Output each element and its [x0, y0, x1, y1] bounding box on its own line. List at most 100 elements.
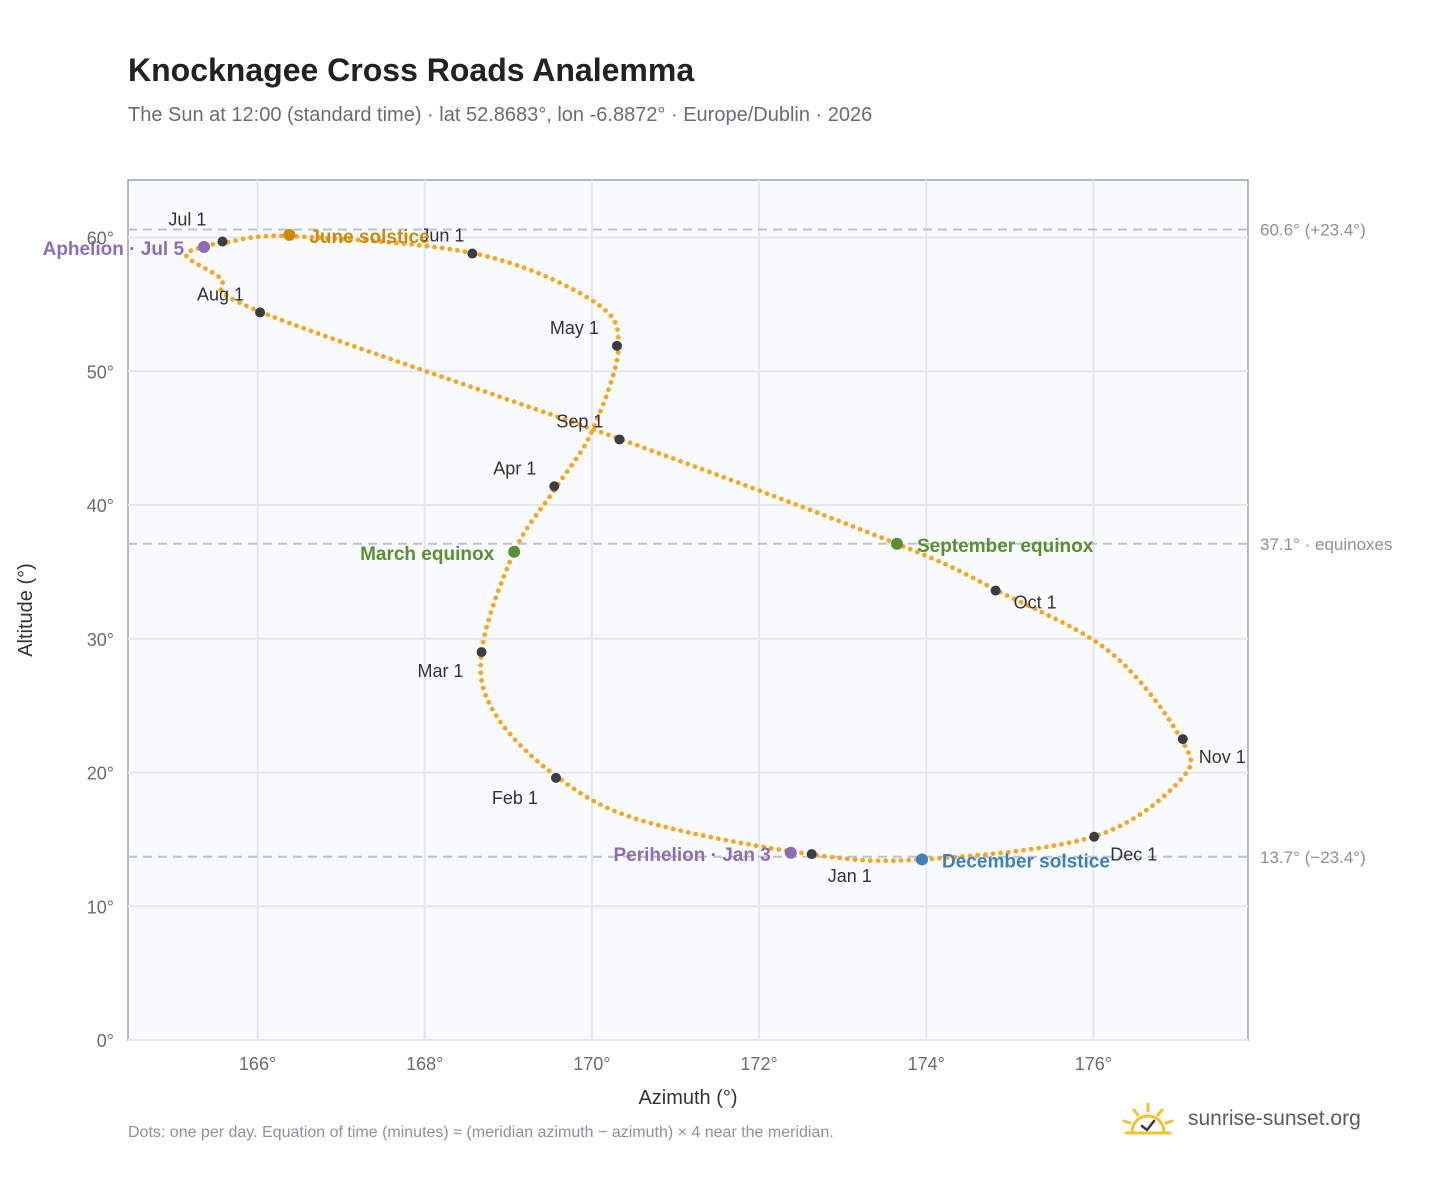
- daily-dot: [952, 854, 958, 860]
- month-marker-label: Jan 1: [828, 866, 872, 886]
- daily-dot: [344, 341, 350, 347]
- daily-dot: [378, 239, 384, 245]
- daily-dot: [619, 811, 625, 817]
- daily-dot: [498, 581, 504, 586]
- daily-dot: [699, 466, 705, 472]
- daily-dot: [603, 307, 608, 313]
- daily-dot: [492, 256, 498, 261]
- daily-dot: [641, 818, 646, 824]
- month-marker: [611, 340, 622, 351]
- daily-dot: [1046, 613, 1052, 618]
- x-tick-label: 176°: [1075, 1054, 1112, 1074]
- daily-dot: [523, 748, 529, 754]
- daily-dot: [1167, 788, 1173, 794]
- daily-dot: [970, 575, 976, 581]
- daily-dot: [959, 854, 965, 859]
- daily-dot: [347, 236, 353, 242]
- daily-dot: [255, 234, 261, 240]
- daily-dot: [592, 423, 597, 428]
- daily-dot: [495, 588, 501, 594]
- daily-dot: [521, 265, 527, 271]
- event-marker-label: March equinox: [360, 544, 495, 565]
- daily-dot: [1157, 704, 1163, 710]
- month-marker-label: Jun 1: [420, 226, 464, 246]
- brand-name[interactable]: sunrise-sunset.org: [1188, 1107, 1361, 1130]
- daily-dot: [560, 475, 566, 481]
- daily-dot: [867, 858, 873, 863]
- daily-dot: [626, 813, 632, 819]
- daily-dot: [1059, 841, 1064, 847]
- month-marker: [217, 236, 228, 247]
- daily-dot: [480, 685, 486, 691]
- daily-dot: [480, 639, 486, 645]
- daily-dot: [478, 670, 484, 676]
- daily-dot: [692, 464, 698, 469]
- daily-dot: [1183, 771, 1189, 777]
- daily-dot: [518, 401, 524, 407]
- daily-dot: [278, 233, 284, 239]
- month-marker: [255, 307, 266, 318]
- daily-dot: [577, 422, 582, 427]
- daily-dot: [778, 496, 784, 502]
- daily-dot: [584, 424, 590, 430]
- daily-dot: [439, 374, 444, 380]
- daily-dot: [498, 719, 503, 725]
- event-marker: [916, 853, 929, 866]
- daily-dot: [883, 858, 889, 864]
- daily-dot: [482, 389, 488, 395]
- daily-dot: [542, 500, 548, 506]
- daily-dot: [1178, 777, 1184, 783]
- reference-line-label: 60.6° (+23.4°): [1260, 220, 1366, 239]
- daily-dot: [569, 462, 575, 468]
- month-marker-label: Jul 1: [168, 210, 206, 230]
- x-tick-label: 170°: [573, 1054, 610, 1074]
- daily-dot: [504, 566, 510, 572]
- daily-dot: [460, 381, 466, 387]
- daily-dot: [485, 254, 490, 259]
- daily-dot: [1103, 829, 1109, 835]
- brand[interactable]: sunrise-sunset.org: [1120, 1102, 1361, 1136]
- daily-dot: [386, 239, 392, 245]
- daily-dot: [879, 535, 885, 541]
- daily-dot: [1182, 743, 1188, 749]
- daily-dot: [715, 836, 721, 842]
- daily-dot: [1073, 627, 1079, 633]
- daily-dot: [507, 260, 513, 266]
- daily-dot: [670, 456, 676, 461]
- daily-dot: [1099, 643, 1105, 649]
- daily-dot: [570, 287, 576, 292]
- daily-dot: [616, 334, 621, 340]
- month-marker-label: Dec 1: [1110, 845, 1157, 865]
- daily-dot: [608, 313, 614, 319]
- month-marker-label: Aug 1: [197, 284, 244, 304]
- daily-dot: [518, 743, 523, 748]
- daily-dot: [237, 300, 242, 306]
- daily-dot: [605, 805, 610, 811]
- daily-dot: [921, 552, 927, 558]
- daily-dot: [540, 763, 546, 769]
- daily-dot: [937, 855, 942, 861]
- daily-dot: [1051, 843, 1057, 849]
- daily-dot: [502, 725, 508, 731]
- daily-dot: [761, 844, 767, 850]
- daily-dot: [564, 283, 569, 289]
- daily-dot: [1111, 653, 1117, 658]
- daily-dot: [432, 244, 437, 250]
- daily-dot: [340, 236, 346, 242]
- daily-dot: [478, 662, 484, 668]
- daily-dot: [1153, 698, 1158, 704]
- daily-dot: [488, 610, 494, 615]
- daily-dot: [547, 494, 553, 500]
- y-tick-label: 0°: [97, 1031, 114, 1051]
- event-marker: [784, 846, 797, 859]
- daily-dot: [294, 323, 299, 329]
- daily-dot: [706, 469, 712, 475]
- daily-dot: [875, 858, 881, 864]
- daily-dot: [439, 245, 445, 251]
- daily-dot: [649, 448, 655, 454]
- daily-dot: [409, 242, 415, 247]
- daily-dot: [793, 502, 799, 507]
- daily-dot: [351, 344, 357, 349]
- y-axis-label: Altitude (°): [15, 563, 37, 657]
